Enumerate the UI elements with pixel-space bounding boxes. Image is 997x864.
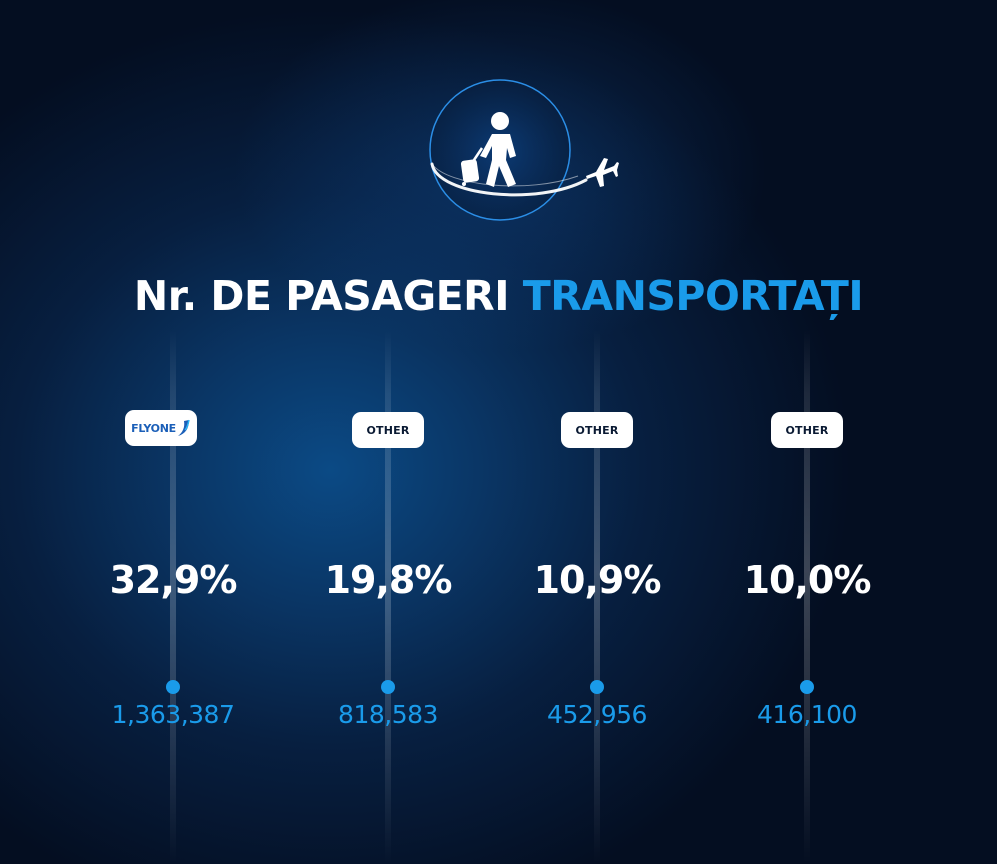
timeline-dot bbox=[800, 680, 814, 694]
timeline-dot bbox=[381, 680, 395, 694]
stat-column-flyone: FLYONE 32,9% 1,363,387 bbox=[63, 330, 283, 864]
airline-logo-badge: FLYONE bbox=[125, 410, 197, 446]
percent-value: 10,9% bbox=[533, 558, 662, 602]
flyone-logo: FLYONE bbox=[131, 421, 176, 435]
passenger-count: 452,956 bbox=[547, 700, 647, 729]
flyone-swoosh-icon bbox=[177, 419, 190, 436]
airline-badge: OTHER bbox=[561, 412, 633, 448]
column-divider-line bbox=[385, 330, 391, 864]
stat-column-other-1: OTHER 19,8% 818,583 bbox=[278, 330, 498, 864]
title-part-accent: TRANSPORTAȚI bbox=[522, 272, 864, 320]
percent-value: 10,0% bbox=[743, 558, 872, 602]
passenger-count: 1,363,387 bbox=[111, 700, 235, 729]
percent-value: 19,8% bbox=[324, 558, 453, 602]
percent-value: 32,9% bbox=[109, 558, 238, 602]
column-divider-line bbox=[594, 330, 600, 864]
airline-badge: OTHER bbox=[352, 412, 424, 448]
timeline-dot bbox=[166, 680, 180, 694]
passenger-count: 416,100 bbox=[757, 700, 857, 729]
stat-column-other-3: OTHER 10,0% 416,100 bbox=[697, 330, 917, 864]
column-divider-line bbox=[170, 330, 176, 864]
passenger-count: 818,583 bbox=[338, 700, 438, 729]
airline-badge: OTHER bbox=[771, 412, 843, 448]
stat-column-other-2: OTHER 10,9% 452,956 bbox=[487, 330, 707, 864]
timeline-dot bbox=[590, 680, 604, 694]
title-part-white: Nr. DE PASAGERI bbox=[133, 272, 510, 320]
column-divider-line bbox=[804, 330, 810, 864]
page-title: Nr. DE PASAGERI TRANSPORTAȚI bbox=[0, 272, 997, 320]
airplane-icon bbox=[586, 158, 619, 187]
traveler-with-luggage-icon bbox=[429, 79, 588, 221]
